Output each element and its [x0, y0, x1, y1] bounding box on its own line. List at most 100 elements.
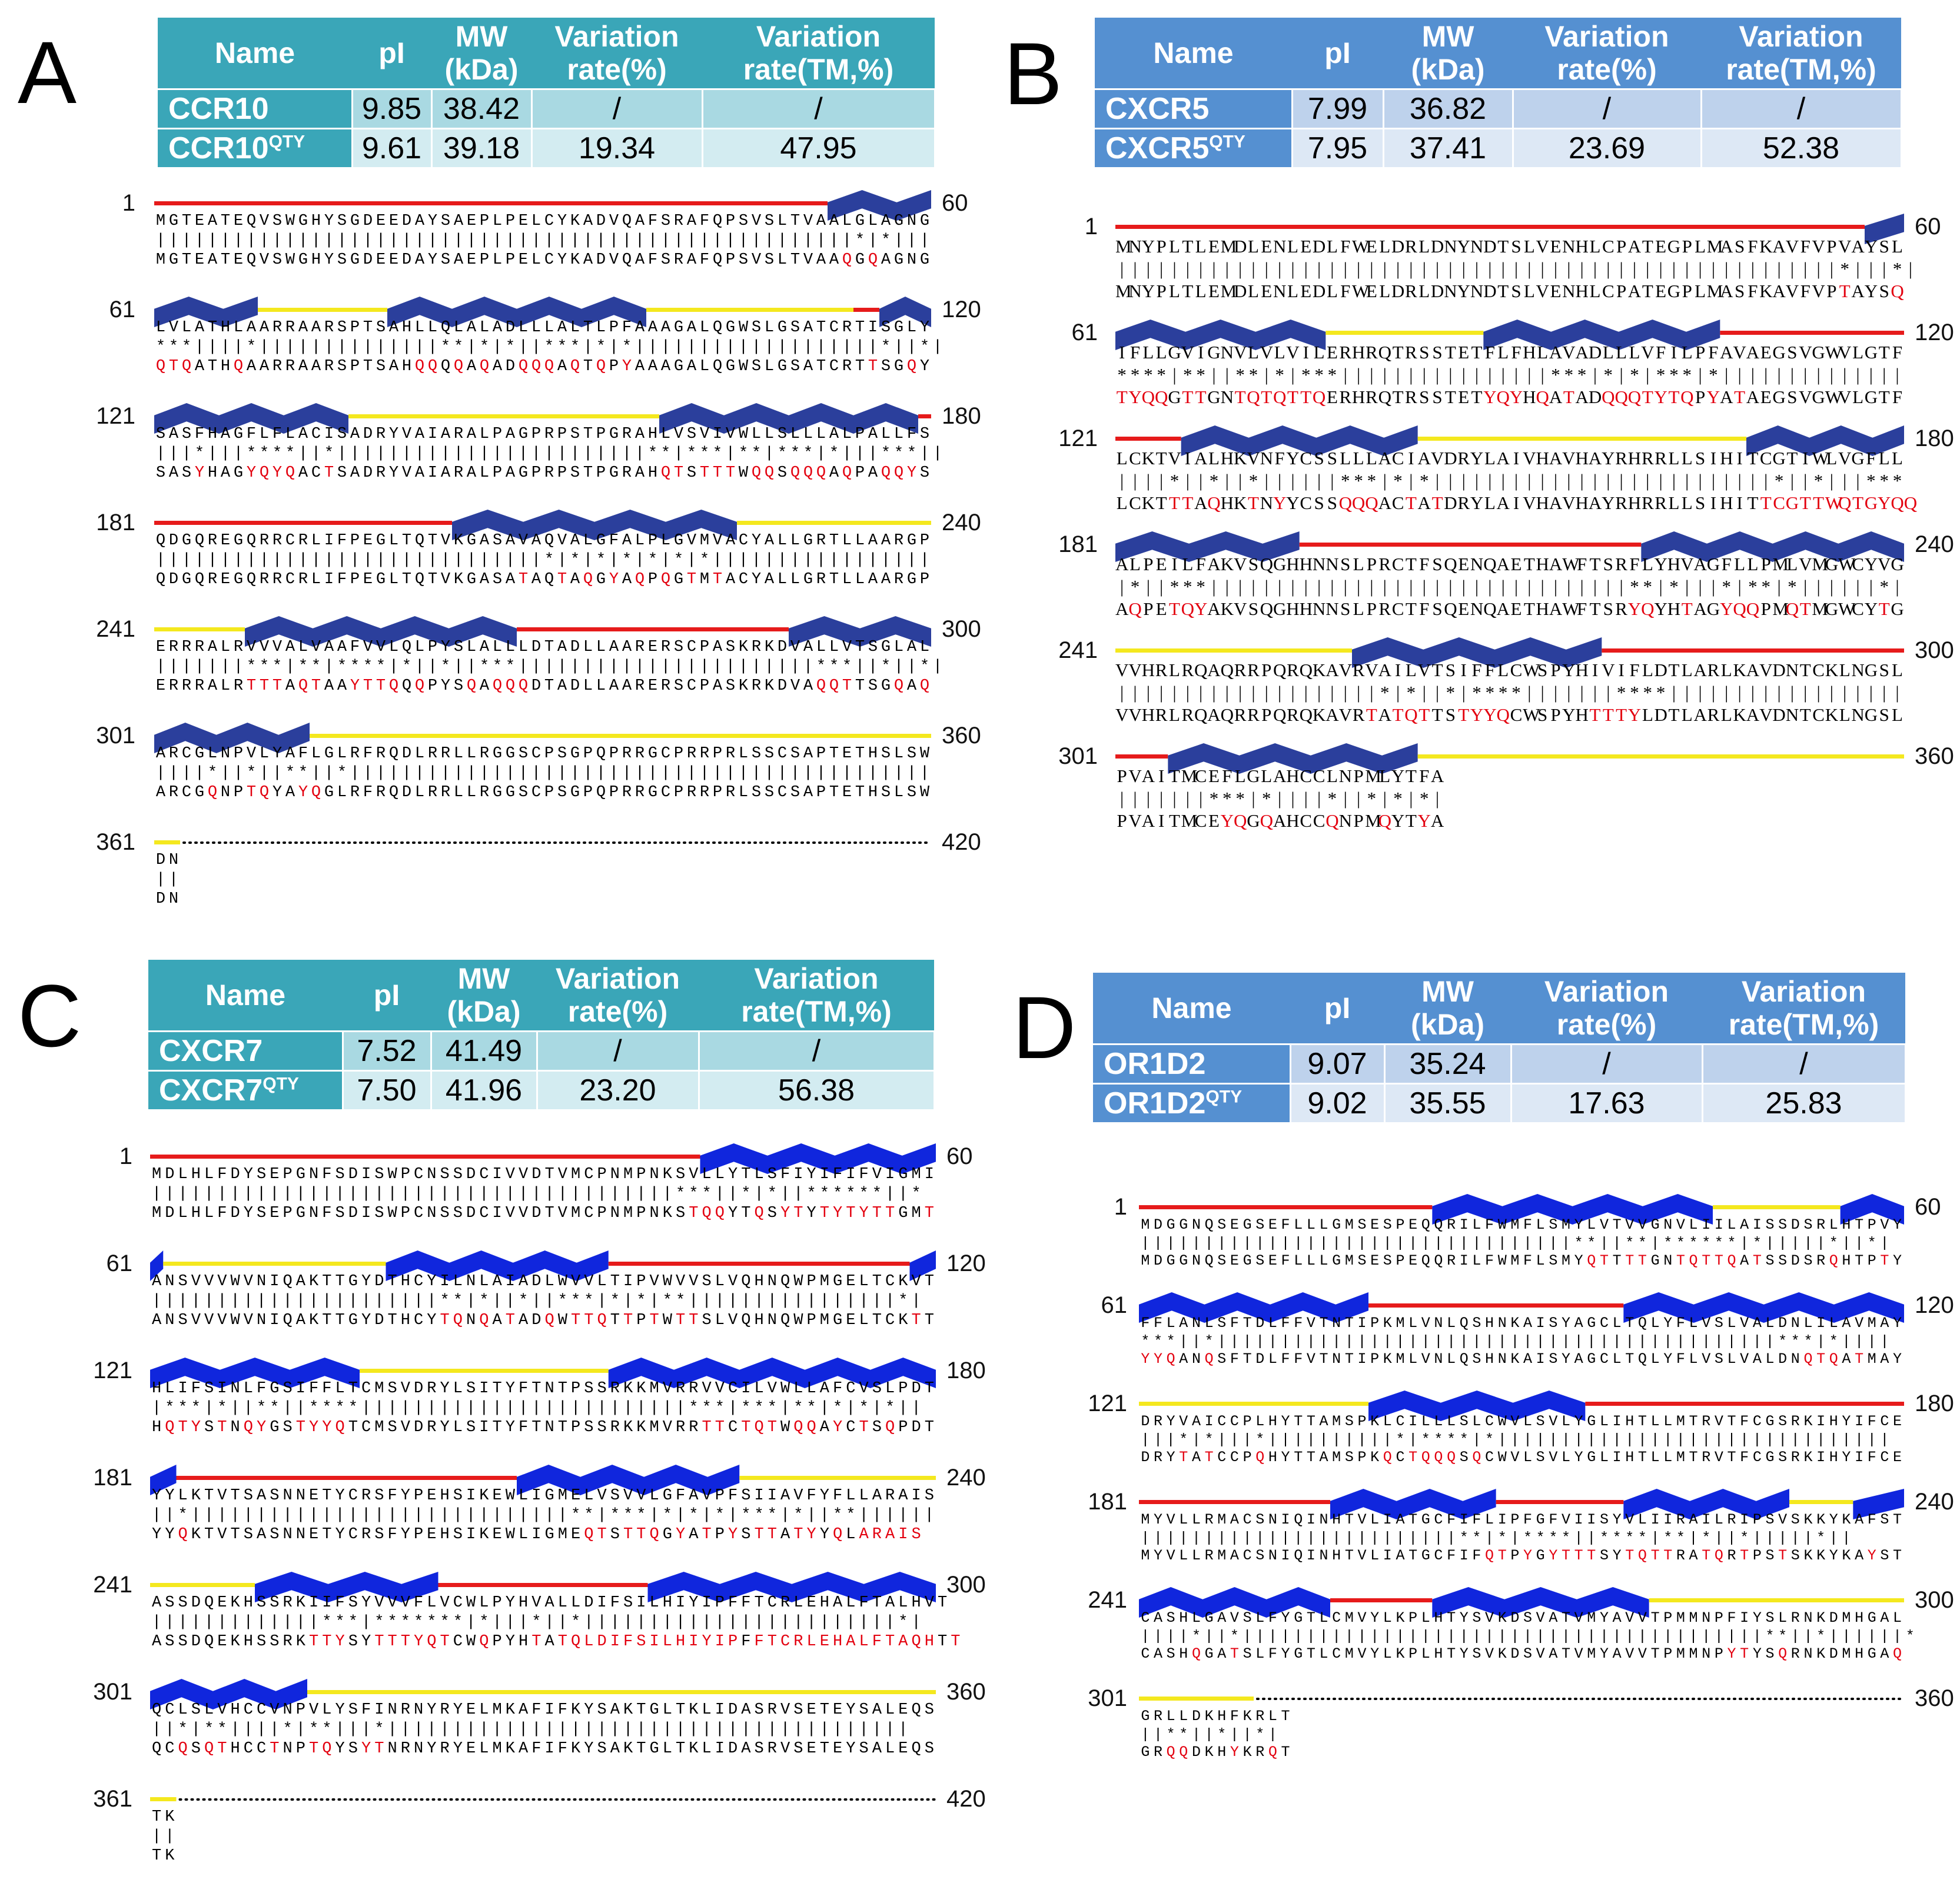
panel-letter: D: [1012, 978, 1077, 1077]
loop-segment: [360, 1369, 609, 1373]
residue-end-number: 360: [1915, 1685, 1954, 1711]
secondary-structure-bar: [1115, 531, 1904, 562]
residue-end-number: 180: [1915, 1391, 1954, 1416]
residue-end-number: 300: [942, 616, 981, 642]
match-line: | | | | | | | | | | | | | | | | | | | | | | * * | * | | * | | * * * | * | * | *…: [152, 1292, 921, 1310]
property-table: Name pI MW (kDa) Variation rate(%) Variation ra…: [1093, 973, 1906, 1122]
match-line: | | | | * | | * | | * * | | * | | | | | | | | | | | | | | | | | | | | | | | | |…: [155, 764, 930, 782]
residue-start-number: 1: [1084, 214, 1098, 240]
helix-segment: [647, 1572, 936, 1602]
qty-superscript: QTY: [263, 1074, 299, 1094]
loop-segment: [1115, 648, 1352, 653]
match-line: | | | | | | | | | | | | | | | | | | | | | | | | | | | | | | | | | | | | | | | |…: [155, 231, 930, 250]
loop-segment: [258, 308, 387, 312]
coil-segment: [1602, 648, 1904, 653]
row-variation: 17.63: [1511, 1083, 1703, 1122]
qty-sequence: PVA I TMCEYQGQAHCCQNPMQYTYA: [1117, 810, 1444, 831]
row-name: CXCR7: [148, 1030, 344, 1071]
row-variation: 23.69: [1513, 128, 1702, 167]
secondary-structure-bar: [150, 1465, 936, 1495]
secondary-structure-bar: [150, 1250, 936, 1281]
row-variation-tm: 52.38: [1701, 128, 1902, 167]
helix-segment: [909, 1250, 936, 1281]
match-line: | |: [155, 870, 179, 889]
residue-start-number: 61: [106, 1250, 133, 1276]
residue-start-number: 1: [122, 190, 135, 216]
header-pi: pI: [1292, 18, 1383, 89]
helix-segment: [1330, 1489, 1496, 1519]
header-name: Name: [148, 960, 343, 1032]
residue-end-number: 360: [946, 1679, 986, 1705]
helix-segment: [1432, 1587, 1649, 1618]
secondary-structure-bar: [1139, 1489, 1904, 1519]
secondary-structure-bar: [1139, 1292, 1904, 1323]
header-pi: pI: [343, 960, 431, 1032]
match-line: | | | | | | | | | | | | | | | | | | | | | | | | | | | | | | | | | | | | | | | |…: [152, 1185, 921, 1203]
match-line: | | | | | | | | | | | | | | | | | | | | | | | | | * * | * | * * * * | | * * * *…: [1141, 1529, 1851, 1546]
helix-segment: [1483, 320, 1720, 350]
wildtype-sequence: VVHRLRQAQRR PQRQKAVRVA I LVT S I F F LCWS PYH I V I F…: [1115, 660, 1903, 680]
loop-segment: [1649, 1598, 1904, 1602]
header-mw: MW (kDa): [1383, 18, 1513, 89]
row-mw: 37.41: [1383, 128, 1514, 167]
match-line: | | * * | | * | | * |: [1141, 1725, 1277, 1743]
row-pi: 9.02: [1290, 1083, 1386, 1122]
secondary-structure-bar: [150, 1143, 936, 1174]
residue-start-number: 241: [96, 616, 135, 642]
row-pi: 7.99: [1292, 88, 1384, 129]
helix-segment: [154, 297, 258, 327]
helix-segment: [1641, 531, 1904, 562]
header-variation: Variation rate(%): [531, 18, 702, 89]
coil-segment: [608, 1262, 910, 1266]
secondary-structure-bar: [154, 510, 931, 540]
residue-start-number: 121: [1058, 425, 1098, 451]
helix-segment: [1623, 1292, 1904, 1323]
row-pi: 7.95: [1292, 128, 1384, 167]
qty-sequence: VVHRLRQAQRR PQRQKAVRTATQT T S TYYQCWS PYHT T TY…: [1115, 704, 1903, 725]
match-line: * * * * | * * | | * * | * | * * * | | | | | | | | | | | | | | | | * * * | * | *…: [1117, 364, 1899, 385]
row-name: CXCR7QTY: [148, 1070, 344, 1109]
row-variation-tm: /: [702, 88, 936, 129]
residue-end-number: 180: [942, 403, 981, 429]
panel-b: B Name pI MW (kDa) Variation rate(%) Variation…: [980, 0, 1960, 948]
secondary-structure-bar: [1115, 425, 1904, 456]
residue-end-number: 120: [946, 1250, 986, 1276]
residue-start-number: 181: [93, 1465, 132, 1491]
residue-end-number: 420: [946, 1786, 986, 1812]
residue-start-number: 121: [1088, 1391, 1127, 1416]
residue-start-number: 301: [1058, 743, 1098, 769]
helix-segment: [1139, 1587, 1330, 1618]
helix-segment: [150, 1358, 360, 1388]
header-variation-tm: Variation rate(TM,%): [702, 18, 935, 89]
residue-start-number: 1: [1114, 1194, 1127, 1220]
residue-start-number: 361: [93, 1786, 132, 1812]
match-line: | * * * | * | | * * | | * * * * | | | | | | | | | | | | | | | | | | | | | | | |…: [152, 1399, 921, 1417]
loop-segment: [150, 1583, 255, 1587]
secondary-structure-bar: [1115, 637, 1904, 668]
secondary-structure-bar: [150, 1797, 937, 1801]
header-pi: pI: [1290, 973, 1384, 1045]
qty-superscript: QTY: [1205, 1087, 1243, 1107]
loop-segment: [739, 1476, 936, 1480]
helix-segment: [255, 1572, 438, 1602]
residue-end-number: 300: [1915, 637, 1954, 663]
residue-start-number: 301: [96, 723, 135, 749]
helix-segment: [150, 1465, 177, 1495]
residue-start-number: 1: [119, 1143, 132, 1169]
loop-segment: [1417, 437, 1746, 441]
header-variation: Variation rate(%): [537, 960, 699, 1032]
loop-segment: [154, 627, 245, 631]
helix-segment: [1368, 1391, 1586, 1421]
helix-segment: [517, 1465, 740, 1495]
